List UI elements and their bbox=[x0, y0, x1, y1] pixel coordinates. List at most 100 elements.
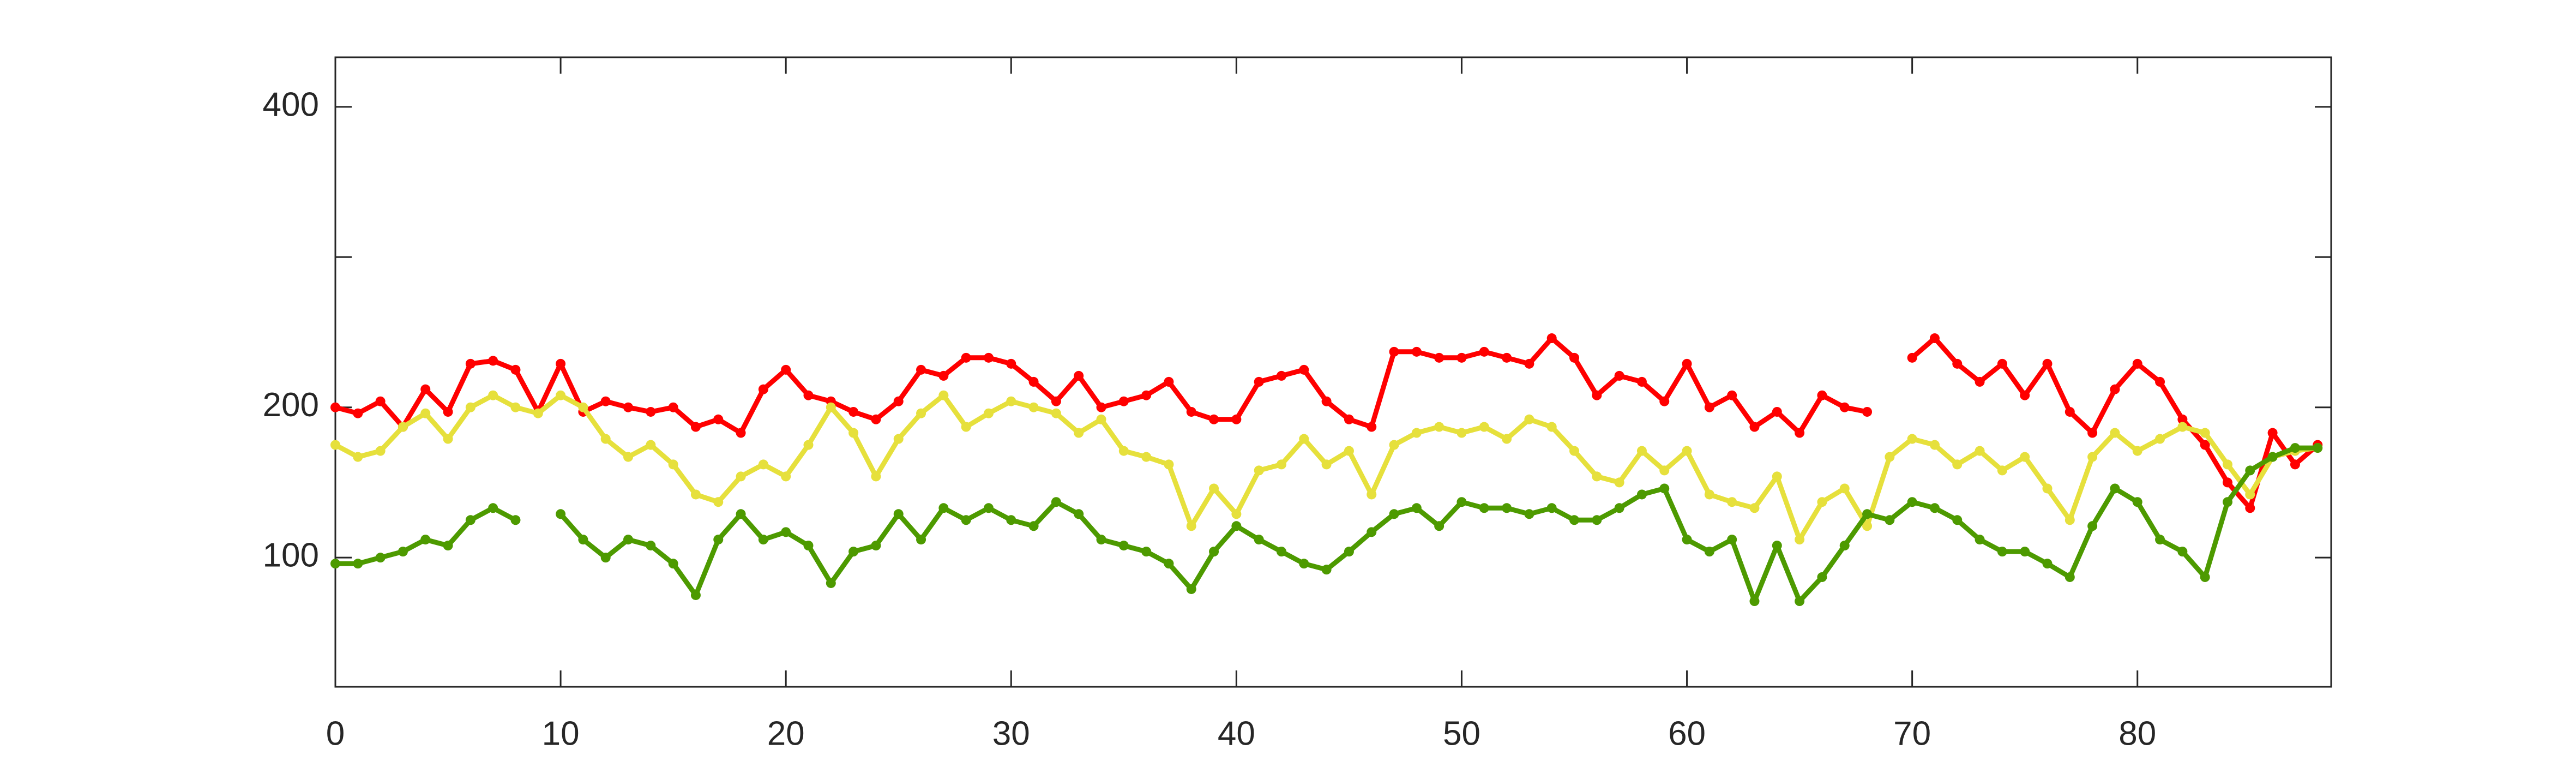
data-point bbox=[2290, 443, 2300, 453]
data-point bbox=[1907, 352, 1917, 363]
data-point bbox=[1795, 535, 1805, 545]
data-point bbox=[1975, 376, 1985, 387]
data-point bbox=[758, 384, 768, 394]
data-point bbox=[646, 541, 656, 551]
data-point bbox=[1434, 422, 1445, 432]
data-point bbox=[1118, 396, 1129, 406]
data-point bbox=[2042, 559, 2053, 569]
data-point bbox=[2132, 446, 2142, 456]
data-point bbox=[1862, 521, 1873, 531]
data-point bbox=[1862, 509, 1873, 519]
data-point bbox=[1839, 483, 1850, 494]
data-point bbox=[848, 547, 859, 557]
data-point bbox=[1952, 459, 1963, 470]
data-point bbox=[488, 390, 498, 400]
data-point bbox=[1997, 465, 2007, 476]
data-point bbox=[1344, 414, 1354, 424]
data-point bbox=[443, 434, 453, 444]
data-point bbox=[1479, 422, 1489, 432]
data-point bbox=[1479, 346, 1489, 357]
data-point bbox=[1164, 376, 1174, 387]
x-tick-label: 30 bbox=[992, 715, 1030, 752]
data-point bbox=[1389, 346, 1399, 357]
data-point bbox=[803, 541, 814, 551]
data-point bbox=[2267, 428, 2278, 438]
data-point bbox=[1276, 459, 1286, 470]
data-point bbox=[690, 489, 701, 500]
data-point bbox=[623, 535, 634, 545]
data-point bbox=[736, 471, 746, 482]
data-point bbox=[1456, 352, 1467, 363]
data-point bbox=[1141, 547, 1152, 557]
data-point bbox=[1321, 396, 1332, 406]
x-tick-label: 20 bbox=[767, 715, 805, 752]
data-point bbox=[420, 384, 431, 394]
data-point bbox=[1569, 446, 1580, 456]
data-point bbox=[2222, 497, 2232, 507]
data-point bbox=[353, 408, 363, 418]
data-point bbox=[1749, 596, 1760, 607]
data-point bbox=[736, 509, 746, 519]
data-point bbox=[781, 471, 791, 482]
data-point bbox=[893, 434, 904, 444]
data-point bbox=[443, 541, 453, 551]
data-point bbox=[1885, 515, 1895, 525]
data-point bbox=[916, 408, 926, 418]
data-point bbox=[2222, 477, 2232, 488]
data-point bbox=[556, 509, 566, 519]
data-point bbox=[2087, 428, 2098, 438]
data-point bbox=[1096, 535, 1106, 545]
data-point bbox=[510, 402, 521, 412]
plot-frame bbox=[334, 56, 2332, 688]
data-point bbox=[1141, 390, 1152, 400]
data-point bbox=[353, 452, 363, 462]
data-point bbox=[916, 535, 926, 545]
data-point bbox=[465, 515, 476, 525]
data-point bbox=[1254, 376, 1264, 387]
data-point bbox=[623, 452, 634, 462]
data-point bbox=[1614, 503, 1624, 513]
data-point bbox=[1367, 527, 1377, 537]
data-point bbox=[1028, 376, 1039, 387]
data-point bbox=[533, 408, 543, 418]
data-point bbox=[1276, 547, 1286, 557]
x-tick-label: 80 bbox=[2118, 715, 2156, 752]
data-point bbox=[2065, 515, 2075, 525]
data-point bbox=[1051, 408, 1061, 418]
data-point bbox=[1006, 396, 1016, 406]
data-point bbox=[1118, 446, 1129, 456]
data-point bbox=[1704, 547, 1714, 557]
data-point bbox=[600, 396, 611, 406]
data-point bbox=[1299, 434, 1309, 444]
data-point bbox=[1817, 497, 1827, 507]
data-point bbox=[1749, 422, 1760, 432]
data-point bbox=[578, 535, 588, 545]
data-point bbox=[1299, 364, 1309, 375]
data-point bbox=[353, 559, 363, 569]
data-point bbox=[1502, 503, 1512, 513]
data-point bbox=[668, 459, 678, 470]
data-point bbox=[1231, 509, 1242, 519]
data-point bbox=[2245, 489, 2255, 500]
data-point bbox=[1929, 503, 1940, 513]
data-point bbox=[1254, 535, 1264, 545]
data-point bbox=[983, 408, 994, 418]
data-point bbox=[1997, 358, 2007, 369]
data-point bbox=[330, 402, 340, 412]
data-point bbox=[1276, 370, 1286, 381]
x-tick-label: 0 bbox=[326, 715, 345, 752]
data-point bbox=[510, 364, 521, 375]
data-point bbox=[1456, 497, 1467, 507]
data-point bbox=[1997, 547, 2007, 557]
data-point bbox=[668, 402, 678, 412]
data-point bbox=[1795, 428, 1805, 438]
data-point bbox=[2065, 406, 2075, 417]
data-point bbox=[443, 406, 453, 417]
data-point bbox=[465, 358, 476, 369]
data-point bbox=[2222, 459, 2232, 470]
data-point bbox=[1772, 406, 1782, 417]
data-point bbox=[1659, 396, 1670, 406]
data-point bbox=[488, 503, 498, 513]
data-point bbox=[646, 406, 656, 417]
data-point bbox=[983, 503, 994, 513]
